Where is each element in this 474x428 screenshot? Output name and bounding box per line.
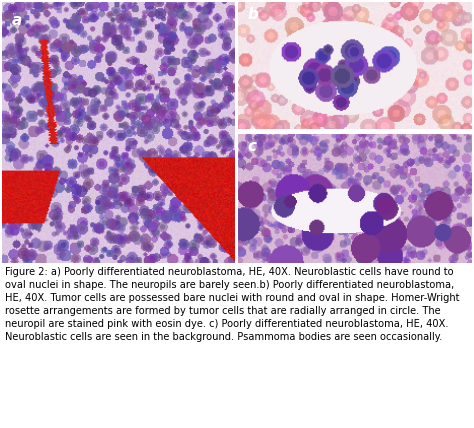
Text: c: c xyxy=(248,140,257,155)
Text: a: a xyxy=(12,12,22,27)
Text: Figure 2: a) Poorly differentiated neuroblastoma, HE, 40X. Neuroblastic cells ha: Figure 2: a) Poorly differentiated neuro… xyxy=(5,267,459,342)
Text: b: b xyxy=(248,7,259,22)
